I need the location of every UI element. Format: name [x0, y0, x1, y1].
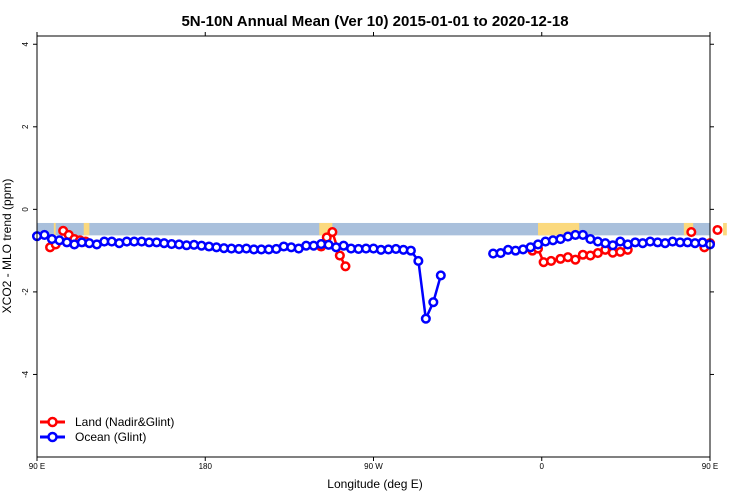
- series-land-point: [712, 224, 723, 236]
- land-strip-segment: [83, 222, 90, 236]
- x-tick-label: 90 E: [702, 462, 718, 471]
- x-tick-label: 90 E: [29, 462, 45, 471]
- land-strip-segment: [723, 222, 727, 236]
- series-land-point: [570, 254, 581, 265]
- series-ocean-point: [39, 229, 50, 240]
- series-land-point: [340, 261, 351, 272]
- series-land-point: [686, 227, 697, 238]
- series-land-point: [334, 250, 345, 261]
- ocean-strip: [37, 222, 710, 236]
- land-ocean-strip: [37, 222, 727, 236]
- y-tick-label: -4: [21, 370, 30, 378]
- x-axis: 90 E 180 90 W 0 90 E: [29, 32, 718, 471]
- chart-title: 5N-10N Annual Mean (Ver 10) 2015-01-01 t…: [181, 13, 568, 30]
- x-axis-label: Longitude (deg E): [327, 477, 422, 491]
- series-land-point: [327, 227, 338, 238]
- x-tick-label: 90 W: [364, 462, 383, 471]
- y-tick-label: 2: [21, 124, 30, 129]
- y-axis-label: XCO2 - MLO trend (ppm): [0, 179, 14, 314]
- land-strip-segment: [53, 222, 56, 236]
- series-ocean-point: [577, 229, 588, 240]
- series-ocean-point: [428, 297, 439, 308]
- y-tick-label: 4: [21, 41, 30, 46]
- series-layer: [31, 224, 723, 324]
- legend-land-marker: [47, 416, 58, 428]
- legend: Land (Nadir&Glint) Ocean (Glint): [40, 415, 174, 444]
- x-tick-label: 0: [540, 462, 545, 471]
- series-ocean-point: [435, 270, 446, 281]
- series-ocean-point: [420, 313, 431, 324]
- series-ocean-point: [405, 245, 416, 256]
- y-axis: 4 2 0 -2 -4: [21, 41, 714, 378]
- series-ocean-point: [607, 240, 618, 251]
- x-tick-label: 180: [199, 462, 213, 471]
- legend-ocean-label: Ocean (Glint): [75, 430, 146, 444]
- y-tick-label: 0: [21, 207, 30, 212]
- series-ocean-point: [413, 255, 424, 266]
- series-land-point: [546, 255, 557, 266]
- series-ocean: [31, 229, 716, 324]
- legend-land-label: Land (Nadir&Glint): [75, 415, 174, 429]
- y-tick-label: -2: [21, 288, 30, 296]
- legend-ocean-marker: [47, 431, 58, 443]
